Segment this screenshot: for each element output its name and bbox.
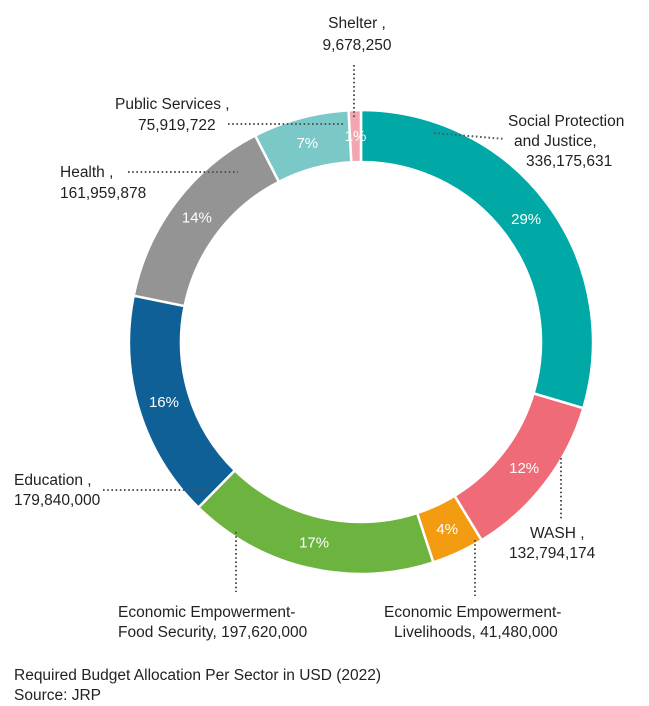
slice-percent-label: 12% <box>509 460 539 477</box>
donut-slices <box>127 108 595 576</box>
slice-callout-label: Health , <box>60 164 113 181</box>
slice-percent-label: 29% <box>511 211 541 228</box>
donut-slice <box>196 468 435 576</box>
slice-percent-label: 4% <box>436 521 458 538</box>
slice-percent-label: 16% <box>149 394 179 411</box>
slice-callout-label: Public Services , <box>115 96 230 113</box>
callout-leaders <box>103 65 562 596</box>
chart-footer: Required Budget Allocation Per Sector in… <box>14 666 381 706</box>
slice-percent-label: 7% <box>296 135 318 152</box>
donut-slice <box>347 108 363 164</box>
donut-chart: 29% 12% 4% 17% 16% 14% 7% 1% Social Protection a… <box>14 15 624 641</box>
callout-leader-line <box>433 132 506 140</box>
slice-callout-label: Food Security, 197,620,000 <box>118 624 308 641</box>
slice-callout-label: 9,678,250 <box>323 37 392 54</box>
slice-callout-label: Economic Empowerment- <box>118 604 295 621</box>
chart-caption: Required Budget Allocation Per Sector in… <box>14 667 382 684</box>
donut-slice <box>127 294 237 510</box>
callout-labels: Social Protection and Justice, 336,175,631… <box>14 15 624 641</box>
slice-callout-label: Economic Empowerment- <box>384 604 561 621</box>
slice-callout-label: and Justice, <box>514 133 597 150</box>
slice-callout-label: 75,919,722 <box>138 117 216 134</box>
slice-callout-label: 336,175,631 <box>526 153 612 170</box>
slice-callout-label: Education , <box>14 472 92 489</box>
slice-callout-label: 179,840,000 <box>14 492 101 509</box>
chart-source: Source: JRP <box>14 687 102 704</box>
slice-percent-label: 1% <box>345 128 367 145</box>
slice-percent-label: 14% <box>182 209 212 226</box>
slice-callout-label: Shelter , <box>328 15 386 32</box>
slice-callout-label: WASH , <box>530 525 585 542</box>
slice-callout-label: 132,794,174 <box>509 545 596 562</box>
percent-labels: 29% 12% 4% 17% 16% 14% 7% 1% <box>149 128 541 552</box>
donut-slice <box>359 108 595 410</box>
slice-callout-label: 161,959,878 <box>60 185 146 202</box>
slice-callout-label: Livelihoods, 41,480,000 <box>394 624 558 641</box>
slice-callout-label: Social Protection <box>508 113 624 130</box>
slice-percent-label: 17% <box>299 535 329 552</box>
